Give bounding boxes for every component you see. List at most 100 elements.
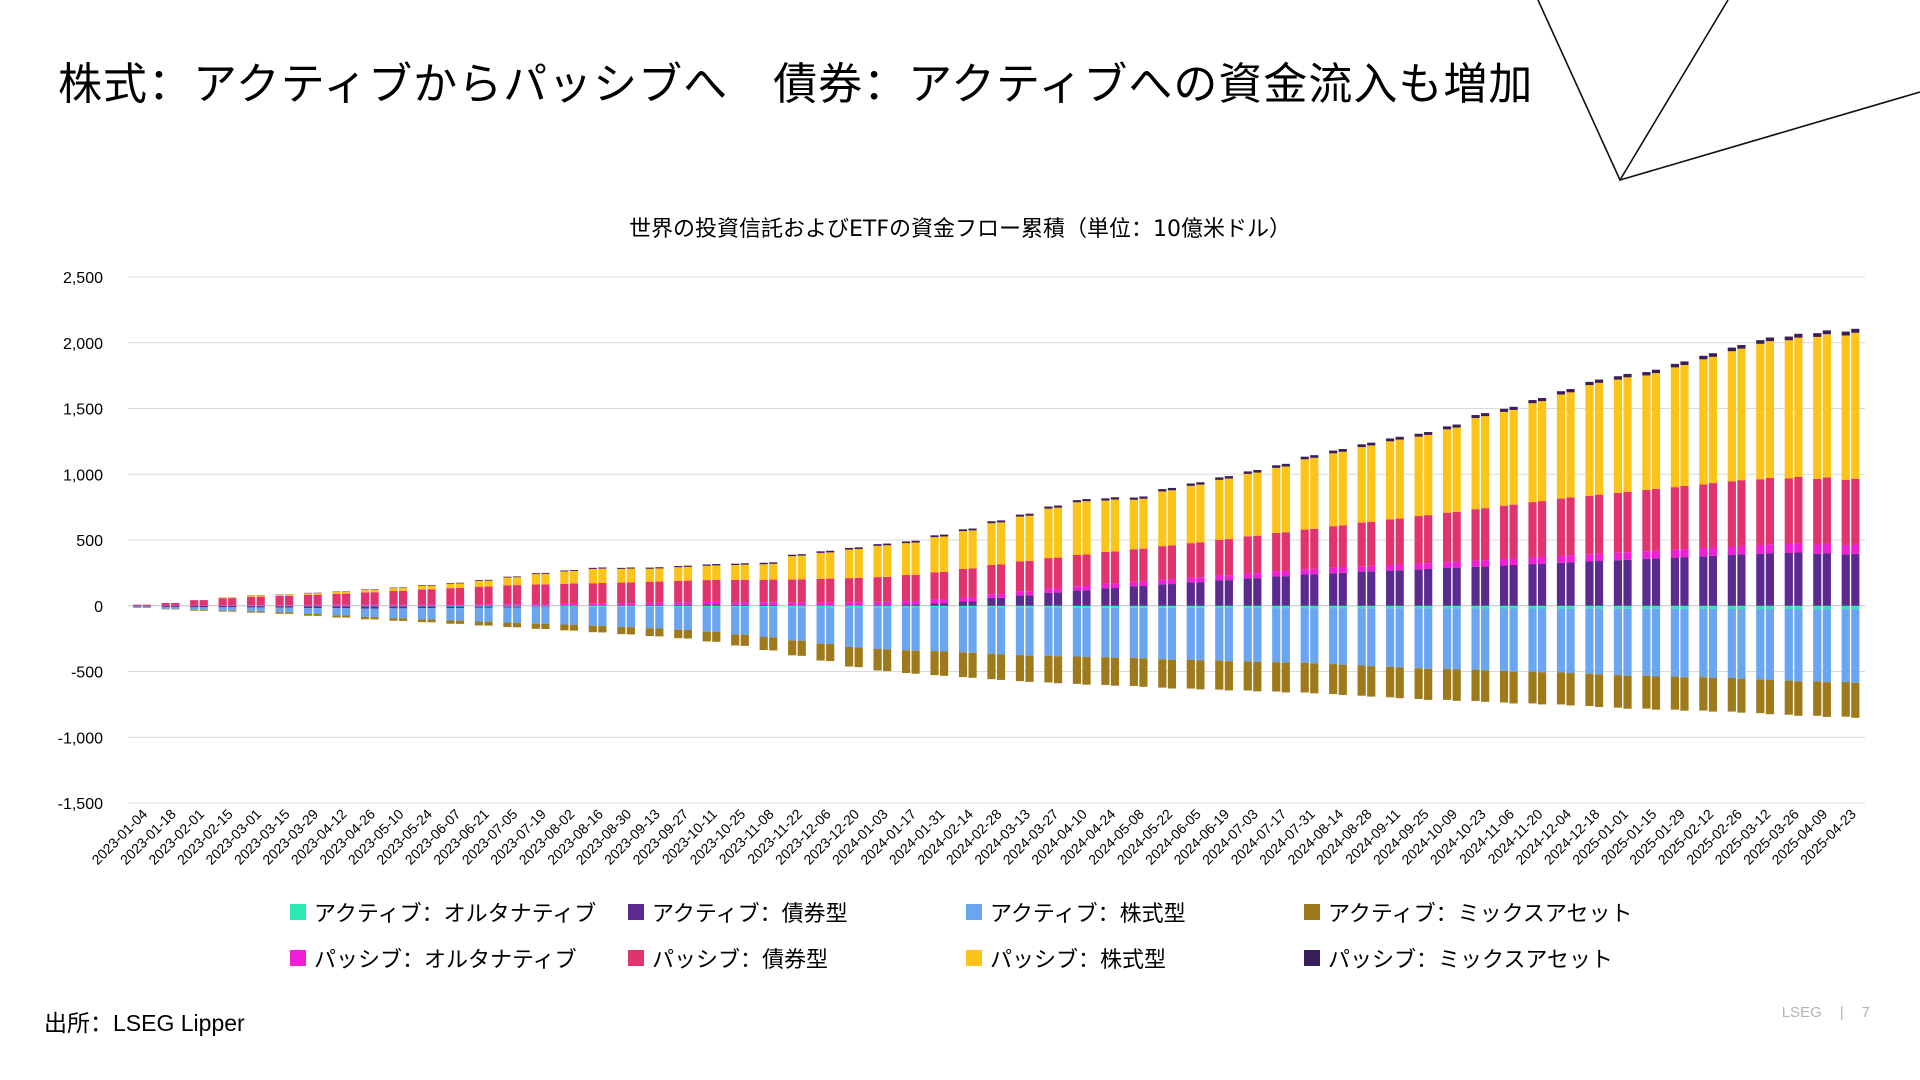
bar-segment <box>1594 608 1604 675</box>
bar-segment <box>1367 666 1376 697</box>
bar-segment <box>541 606 550 608</box>
bar-segment <box>389 588 398 592</box>
bar-segment <box>541 623 550 630</box>
bar-segment <box>1357 608 1366 666</box>
bar-segment <box>958 529 968 532</box>
bar-segment <box>712 579 721 602</box>
bar-segment <box>1822 682 1831 717</box>
bar-segment <box>797 607 806 641</box>
bar-segment <box>1357 447 1366 523</box>
legend-swatch <box>966 904 982 920</box>
bar-segment <box>484 580 493 587</box>
bar-segment <box>455 606 465 609</box>
bar-segment <box>1424 432 1433 435</box>
bar-segment <box>740 579 749 603</box>
bar-segment <box>788 556 797 580</box>
bar-segment <box>332 615 341 618</box>
bar-segment <box>1452 427 1461 512</box>
bar-segment <box>1556 562 1566 606</box>
legend-swatch <box>290 904 306 920</box>
bar-segment <box>1015 514 1025 517</box>
bar-segment <box>655 568 664 582</box>
bar-segment <box>1139 498 1148 549</box>
bar-segment <box>987 605 996 608</box>
bar-segment <box>1129 657 1138 686</box>
bar-segment <box>398 587 408 591</box>
legend-item: アクティブ：債券型 <box>628 896 848 928</box>
bar-segment <box>484 604 493 606</box>
bar-segment <box>598 583 607 604</box>
bar-segment <box>1101 607 1110 658</box>
bar-segment <box>1101 657 1110 685</box>
bar-segment <box>626 605 635 607</box>
bar-segment <box>342 608 351 616</box>
bar-segment <box>1537 556 1547 564</box>
bar-segment <box>1395 608 1404 668</box>
bar-segment <box>797 605 806 608</box>
bar-segment <box>655 567 664 569</box>
bar-segment <box>740 563 749 565</box>
bar-segment <box>1015 561 1025 592</box>
y-tick-label: -1,500 <box>58 796 103 813</box>
bar-segment <box>1281 571 1290 577</box>
bar-segment <box>588 568 597 584</box>
bar-segment <box>1765 544 1774 554</box>
bar-segment <box>1395 518 1404 565</box>
bar-segment <box>171 605 180 607</box>
bar-segment <box>560 606 569 625</box>
bar-segment <box>474 586 484 605</box>
bar-segment <box>247 607 256 612</box>
bar-segment <box>588 583 597 604</box>
bar-segment <box>1300 459 1309 530</box>
bar-segment <box>1537 672 1547 705</box>
bar-segment <box>626 606 635 628</box>
bar-segment <box>1139 605 1148 608</box>
bar-segment <box>645 605 654 607</box>
bar-segment <box>1699 556 1708 606</box>
bar-segment <box>1186 543 1195 578</box>
bar-segment <box>1813 553 1822 606</box>
bar-segment <box>740 564 749 580</box>
bar-segment <box>617 568 626 583</box>
bar-segment <box>788 605 797 606</box>
bar-segment <box>1053 605 1063 608</box>
bar-segment <box>1414 516 1423 564</box>
bar-segment <box>133 606 142 608</box>
bar-segment <box>1053 557 1063 589</box>
bar-segment <box>1215 605 1224 608</box>
bar-segment <box>1651 605 1661 609</box>
bar-segment <box>285 594 294 596</box>
bar-segment <box>218 610 227 612</box>
bar-segment <box>598 605 607 607</box>
legend-label: パッシブ：オルタナティブ <box>314 948 577 973</box>
bar-segment <box>1044 655 1053 683</box>
bar-segment <box>142 605 151 607</box>
bar-segment <box>569 605 579 607</box>
bar-segment <box>873 607 882 649</box>
bar-segment <box>731 634 740 646</box>
bar-segment <box>1243 607 1252 662</box>
bar-segment <box>958 601 968 606</box>
bar-segment <box>560 605 569 607</box>
bar-segment <box>1025 591 1034 596</box>
bar-segment <box>1528 557 1537 565</box>
bar-segment <box>702 605 711 607</box>
y-tick-label: 1,000 <box>63 467 103 484</box>
bar-segment <box>1442 608 1452 669</box>
bar-segment <box>1699 355 1708 360</box>
bar-segment <box>370 589 379 593</box>
footer-brand: LSEG <box>1781 1004 1822 1021</box>
bar-segment <box>873 605 882 608</box>
bar-segment <box>1424 605 1433 609</box>
bar-segment <box>285 595 294 606</box>
bar-segment <box>769 604 778 606</box>
bar-segment <box>1613 492 1623 553</box>
bar-segment <box>1158 584 1167 606</box>
bar-segment <box>228 597 237 599</box>
bar-segment <box>911 604 920 606</box>
bar-segment <box>531 606 540 608</box>
bar-segment <box>1101 583 1110 589</box>
bar-segment <box>645 606 654 629</box>
bar-segment <box>1594 561 1604 606</box>
bar-segment <box>1765 609 1774 681</box>
